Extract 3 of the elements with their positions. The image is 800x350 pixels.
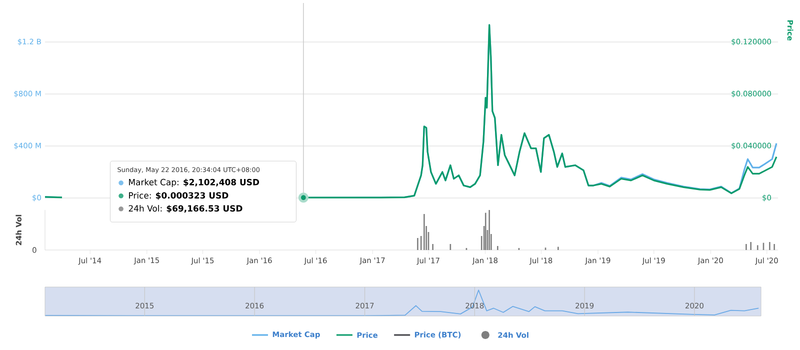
- annotation: Price: $0.000323 USD: [129, 192, 228, 200]
- annotation: 24h Vol: $69,166.53 USD: [128, 205, 242, 213]
- annotation: Market Cap: $2,102,408 USD: [129, 178, 260, 187]
